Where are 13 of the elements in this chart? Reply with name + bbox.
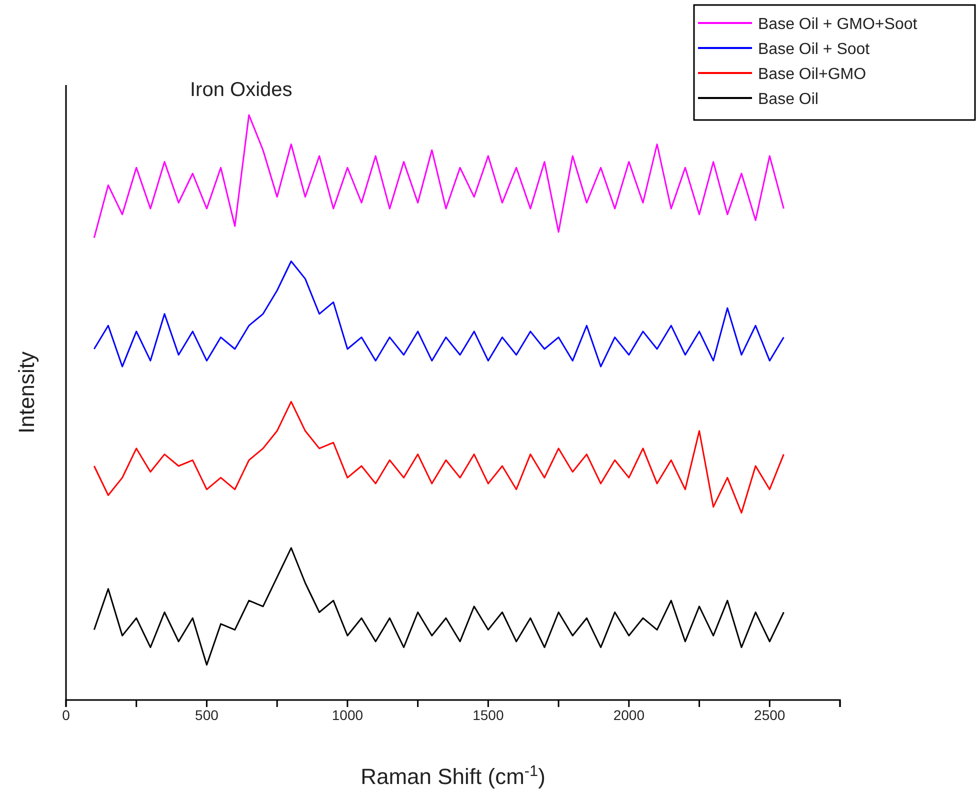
legend-label: Base Oil + Soot — [758, 41, 870, 58]
legend-label: Base Oil+GMO — [758, 66, 866, 83]
x-tick-label: 2000 — [613, 706, 645, 723]
legend-label: Base Oil — [758, 91, 818, 108]
x-tick-label: 500 — [195, 706, 219, 723]
x-axis-title: Raman Shift (cm$^{-1}$) — [360, 762, 546, 789]
y-axis-title: Intensity — [14, 352, 39, 434]
x-tick-label: 0 — [62, 706, 70, 723]
text: Iron Oxides — [190, 79, 292, 101]
x-tick-label: 2500 — [754, 706, 786, 723]
x-tick-label: 1500 — [472, 706, 504, 723]
x-tick-label: 1000 — [332, 706, 364, 723]
legend-label: Base Oil + GMO+Soot — [758, 16, 918, 33]
